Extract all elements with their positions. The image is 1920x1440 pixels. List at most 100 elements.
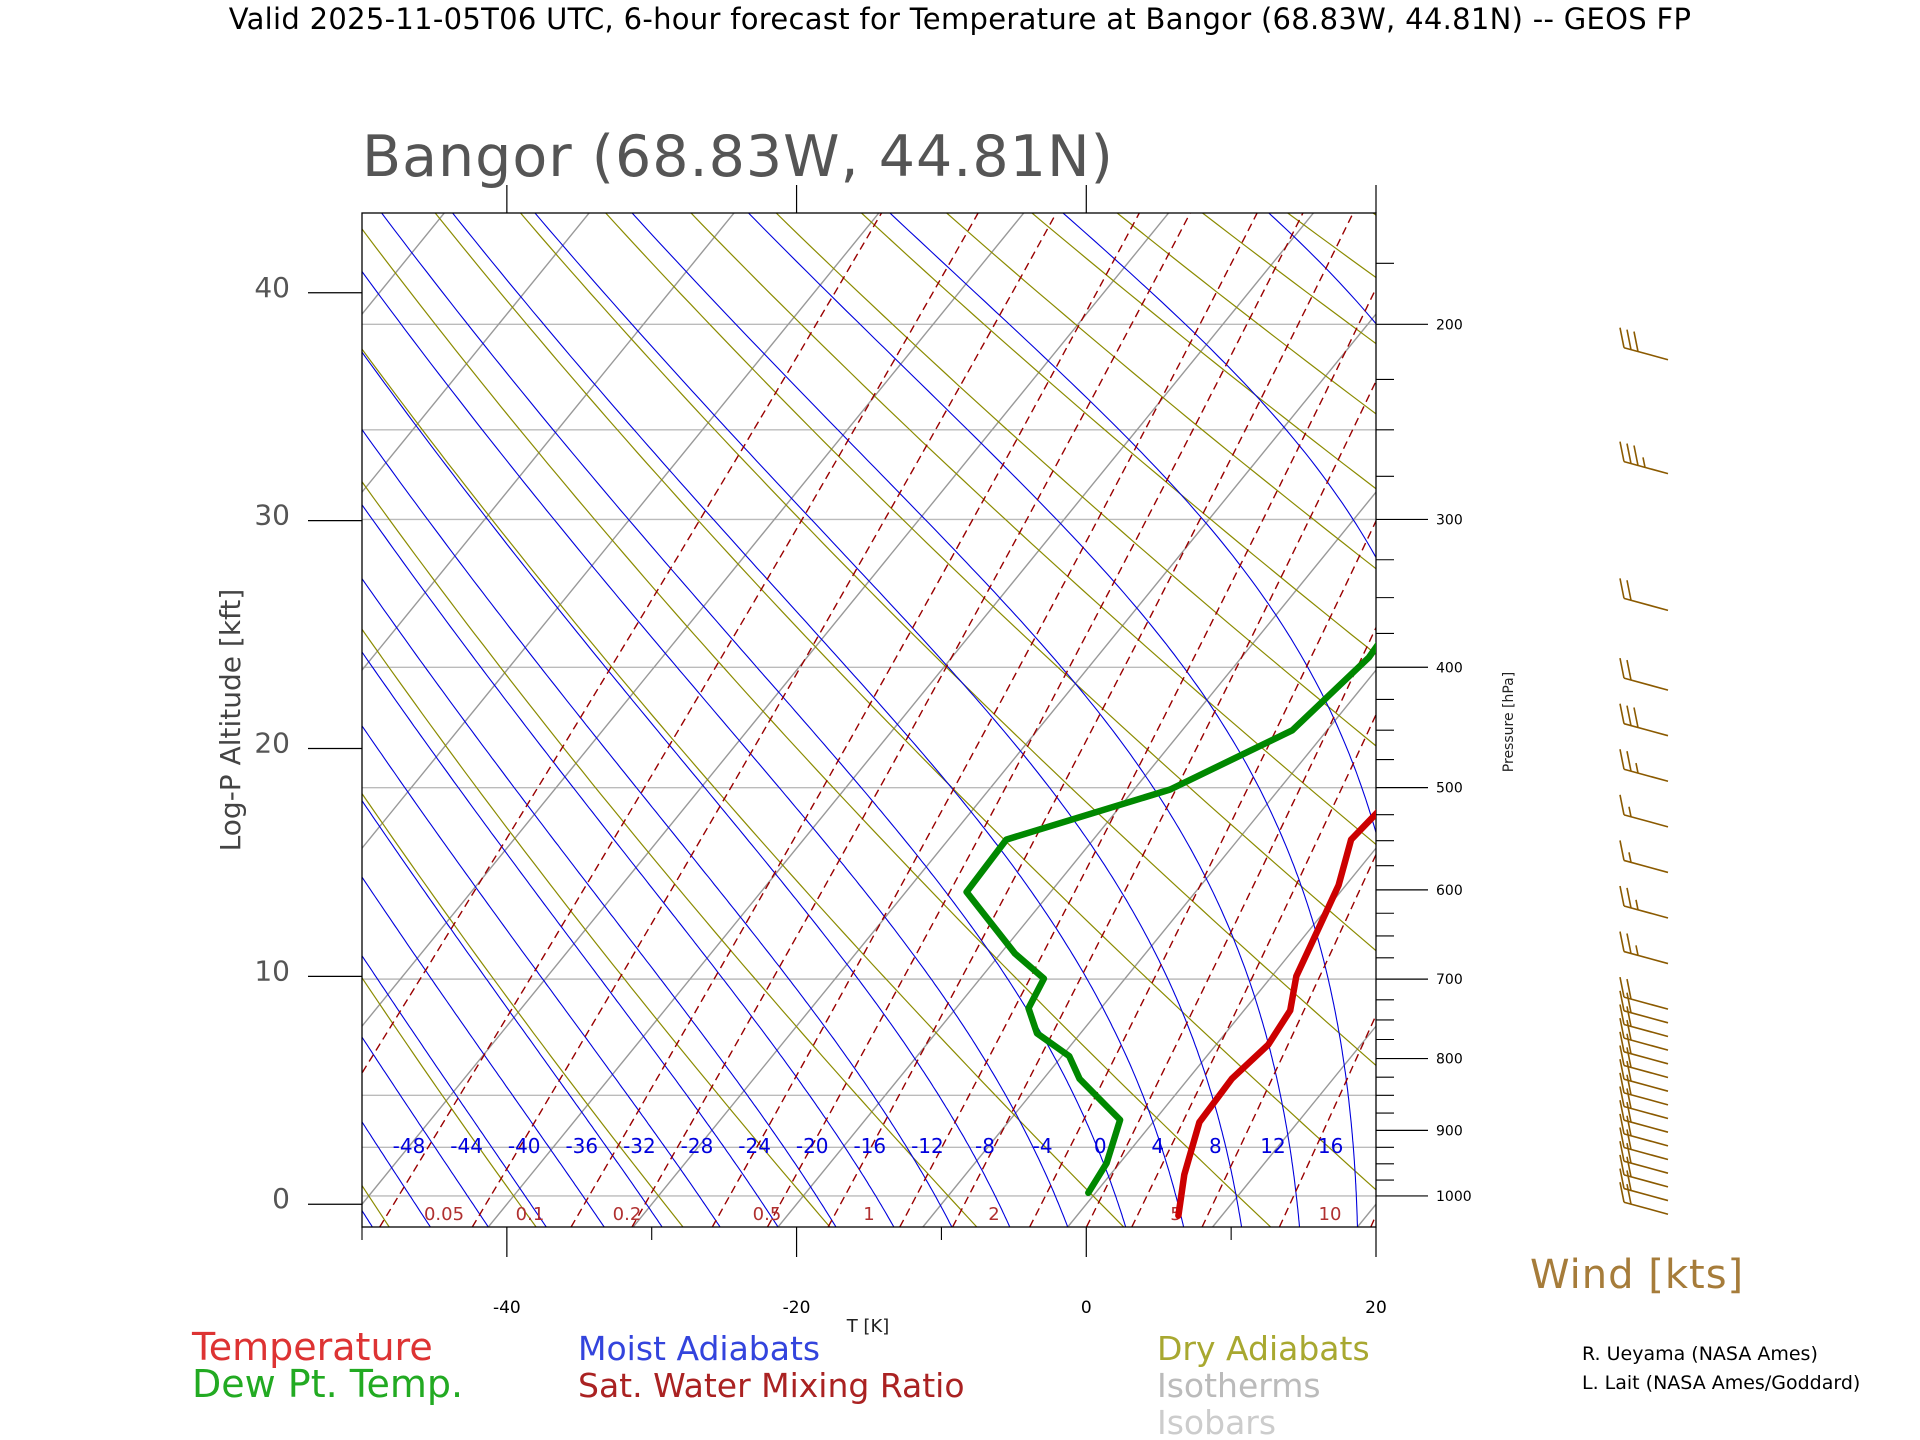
wind-barb-feather [1626, 1060, 1632, 1082]
moist-adiabat-label: -20 [796, 1134, 829, 1158]
wind-barb-feather [1626, 1006, 1632, 1027]
wind-barb-feather [1619, 976, 1625, 998]
x-tick-label: 20 [1365, 1298, 1387, 1318]
moist-adiabat-line [362, 651, 779, 1227]
wind-barb-feather [1626, 1142, 1632, 1164]
wind-barb-feather [1626, 1115, 1632, 1136]
isotherm-line [362, 213, 1170, 1206]
wind-barb-staff [1623, 1160, 1669, 1174]
legend-moist-adiabats: Moist Adiabats [578, 1329, 820, 1368]
wind-barb-feather [1626, 1183, 1632, 1205]
wind-barb-staff [1623, 814, 1669, 828]
pressure-tick-label: 900 [1436, 1123, 1463, 1139]
mixing-ratio-label: 2 [988, 1204, 999, 1225]
mixing-ratio-line [766, 213, 1304, 1227]
moist-adiabat-line [380, 213, 1127, 1227]
wind-barb [1619, 1182, 1669, 1215]
mixing-ratio-line [1131, 713, 1376, 1227]
wind-barb-half-feather [1635, 899, 1639, 910]
mixing-ratio-line [362, 213, 883, 1075]
wind-barb-feather [1633, 707, 1639, 728]
y-tick-label: 20 [254, 726, 290, 759]
moist-adiabat-label: -32 [623, 1134, 656, 1158]
wind-barb-feather [1619, 840, 1625, 861]
isotherm-line [1356, 1203, 1376, 1227]
moist-adiabat-line [534, 213, 1243, 1227]
dry-adiabat-line [362, 480, 978, 1227]
mixing-ratio-label: 0.5 [753, 1204, 782, 1225]
wind-barb-staff [1623, 1092, 1669, 1106]
wind-barb-feather [1626, 1170, 1632, 1191]
mixing-ratio-line [1029, 519, 1376, 1227]
moist-adiabat-line [362, 724, 721, 1227]
wind-barb-staff [1623, 1201, 1669, 1215]
dry-adiabat-line [860, 213, 1376, 655]
wind-barb-half-feather [1628, 852, 1632, 863]
in-plot-labels: -48 -44 -40 -36 -32 -28 -24 -20 -16 -12 -8 -4 0 4 8 12 1… [393, 1134, 1344, 1225]
wind-barb [1619, 578, 1669, 612]
wind-barb-staff [1623, 722, 1669, 737]
sounding-profiles [963, 641, 1376, 1219]
mixing-ratio-label: 0.1 [516, 1204, 545, 1225]
isotherm-line [922, 669, 1376, 1227]
isotherm-line [632, 313, 1376, 1227]
wind-barb-staff [1623, 1078, 1669, 1092]
wind-label: Wind [kts] [1530, 1252, 1744, 1298]
wind-barb-feather [1633, 445, 1639, 466]
wind-barb-feather [1619, 1086, 1625, 1107]
wind-barb-feather [1619, 1127, 1625, 1148]
pressure-tick-label: 1000 [1436, 1189, 1472, 1205]
wind-barb-feather [1626, 705, 1632, 726]
moist-adiabat-label: 4 [1151, 1134, 1164, 1158]
wind-barb-feather [1626, 933, 1632, 954]
wind-barb [1619, 840, 1669, 874]
wind-barb-feather [1619, 327, 1625, 348]
dry-adiabat-line [434, 213, 1376, 1191]
moist-adiabat-label: -24 [738, 1134, 771, 1158]
legend-dry-adiabats: Dry Adiabats [1157, 1329, 1370, 1368]
wind-barb-feather [1626, 1019, 1632, 1041]
wind-barb-half-feather [1642, 457, 1646, 468]
dewpoint-profile [963, 641, 1376, 1197]
mixing-ratio-label: 0.2 [613, 1204, 642, 1225]
moist-adiabat-line [362, 1036, 489, 1227]
mixing-ratio-line [471, 213, 1058, 1227]
wind-barbs [1619, 327, 1669, 1215]
wind-barb-feather [1619, 885, 1625, 907]
moist-adiabat-line [362, 799, 663, 1227]
mixing-ratio-line [1438, 202, 1853, 1227]
figure-header-title: Valid 2025-11-05T06 UTC, 6-hour forecast… [228, 2, 1692, 36]
wind-barb-feather [1619, 794, 1625, 815]
wind-barb [1619, 1154, 1669, 1188]
wind-barb-feather [1619, 657, 1625, 679]
isotherm-line [362, 213, 880, 850]
dry-adiabat-line [1286, 213, 1376, 279]
wind-barb-feather [1626, 659, 1632, 681]
wind-barb-feather [1619, 749, 1625, 770]
y-tick-label: 40 [254, 271, 290, 304]
moist-adiabat-label: -16 [853, 1134, 886, 1158]
wind-barb-feather [1619, 578, 1625, 599]
isotherm-line [1212, 1025, 1376, 1227]
dry-adiabat-line [362, 976, 537, 1227]
wind-barb-feather [1626, 580, 1632, 601]
wind-barb [1619, 657, 1669, 691]
wind-barb-feather [1619, 1100, 1625, 1121]
mixing-ratio-line [899, 286, 1376, 1227]
legend-isobars: Isobars [1157, 1403, 1276, 1440]
wind-barb [1619, 976, 1669, 1010]
plot-frame [361, 212, 1377, 1228]
wind-barb-feather [1619, 990, 1625, 1011]
wind-barb-feather [1619, 1182, 1625, 1203]
moist-adiabat-line [362, 270, 1069, 1227]
wind-barb-staff [1623, 1051, 1669, 1065]
wind-barb-feather [1619, 1059, 1625, 1080]
wind-barb-feather [1626, 887, 1632, 909]
wind-barb-feather [1619, 1031, 1625, 1052]
moist-adiabat-line [362, 876, 605, 1227]
wind-barb-feather [1626, 1101, 1632, 1123]
wind-barb-feather [1626, 1088, 1632, 1109]
wind-barb-staff [1623, 1023, 1669, 1038]
